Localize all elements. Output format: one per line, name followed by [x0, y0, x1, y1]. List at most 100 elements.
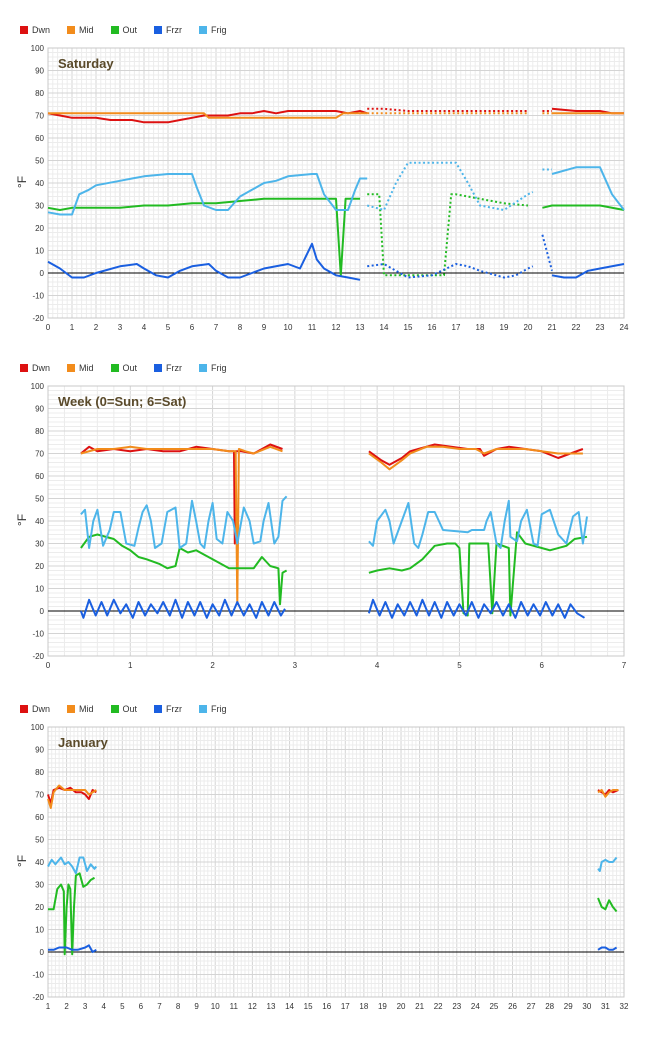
legend-item-mid[interactable]: Mid [67, 25, 94, 35]
series-line-frzr [551, 263, 625, 279]
legend-label-frig: Frig [211, 704, 227, 714]
legend-item-dwn[interactable]: Dwn [20, 704, 50, 714]
legend-swatch-frig [199, 705, 208, 713]
y-tick-label: -20 [32, 314, 44, 323]
x-tick-label: 6 [539, 661, 544, 670]
y-tick-label: 30 [35, 202, 44, 211]
legend-item-frig[interactable]: Frig [199, 704, 227, 714]
series-line-mid [368, 445, 583, 471]
legend-item-frig[interactable]: Frig [199, 25, 227, 35]
x-tick-label: 19 [500, 323, 509, 332]
series-out [80, 531, 588, 617]
series-frzr [47, 234, 625, 281]
legend-label-mid: Mid [79, 363, 94, 373]
y-axis-label: °F [15, 175, 29, 189]
legend-label-frzr: Frzr [166, 25, 183, 35]
legend-label-out: Out [122, 25, 138, 35]
x-tick-label: 22 [434, 1002, 443, 1011]
legend-swatch-mid [67, 364, 76, 372]
y-tick-label: 10 [35, 926, 44, 935]
x-tick-label: 27 [527, 1002, 536, 1011]
x-tick-label: 15 [304, 1002, 313, 1011]
legend: Dwn Mid Out Frzr Frig [20, 23, 244, 37]
y-tick-label: -20 [32, 993, 44, 1002]
series-line-frzr [48, 944, 97, 953]
legend-item-frzr[interactable]: Frzr [154, 363, 182, 373]
january-chart-panel: Dwn Mid Out Frzr Frig -20 -10 0 10 20 30 40 50 6… [0, 679, 654, 1019]
legend-label-mid: Mid [79, 25, 94, 35]
y-tick-label: 10 [35, 585, 44, 594]
x-tick-label: 11 [230, 1002, 239, 1011]
y-tick-label: 80 [35, 427, 44, 436]
legend-item-dwn[interactable]: Dwn [20, 25, 50, 35]
plot-frame [47, 385, 625, 657]
y-tick-label: 80 [35, 89, 44, 98]
legend-item-mid[interactable]: Mid [67, 363, 94, 373]
series-frig [80, 495, 588, 549]
y-axis-label: °F [15, 854, 29, 868]
series-line-frzr [541, 234, 553, 272]
legend-item-frzr[interactable]: Frzr [154, 704, 182, 714]
series-line-out [368, 531, 588, 617]
y-tick-label: 50 [35, 495, 44, 504]
x-tick-label: 9 [262, 323, 267, 332]
legend-swatch-frzr [154, 705, 163, 713]
x-tick-label: 20 [397, 1002, 406, 1011]
legend-label-frzr: Frzr [166, 363, 183, 373]
x-tick-label: 14 [380, 323, 389, 332]
x-tick-label: 17 [452, 323, 461, 332]
y-tick-label: 100 [31, 44, 45, 53]
series-line-frig [47, 856, 98, 875]
series-line-frzr [367, 263, 534, 279]
series-line-dwn [597, 789, 619, 796]
series-mid [80, 445, 583, 606]
x-tick-label: 16 [428, 323, 437, 332]
x-tick-label: 26 [508, 1002, 517, 1011]
y-tick-label: 10 [35, 247, 44, 256]
x-tick-label: 20 [524, 323, 533, 332]
y-tick-label: 30 [35, 540, 44, 549]
x-tick-label: 6 [139, 1002, 144, 1011]
series-line-out [597, 897, 618, 913]
legend-swatch-frzr [154, 364, 163, 372]
y-tick-label: 80 [35, 768, 44, 777]
y-tick-label: 90 [35, 405, 44, 414]
y-tick-label: 20 [35, 903, 44, 912]
series-line-frzr [47, 242, 361, 281]
legend-item-mid[interactable]: Mid [67, 704, 94, 714]
y-tick-label: 100 [31, 382, 45, 391]
y-tick-label: -10 [32, 292, 44, 301]
x-tick-label: 0 [46, 661, 51, 670]
legend-item-frzr[interactable]: Frzr [154, 25, 182, 35]
y-tick-label: 90 [35, 67, 44, 76]
legend-swatch-frig [199, 364, 208, 372]
x-tick-label: 7 [157, 1002, 162, 1011]
legend-swatch-out [110, 705, 119, 713]
series-mid [47, 784, 619, 809]
x-tick-label: 5 [166, 323, 171, 332]
x-tick-label: 1 [46, 1002, 51, 1011]
y-tick-label: 70 [35, 112, 44, 121]
series-line-out [367, 193, 529, 277]
series-line-dwn [47, 110, 368, 124]
x-tick-label: 12 [332, 323, 341, 332]
grid [47, 726, 625, 998]
series-line-frzr [597, 946, 618, 951]
legend-item-out[interactable]: Out [110, 363, 137, 373]
series-line-mid [597, 789, 619, 798]
x-tick-label: 3 [83, 1002, 88, 1011]
legend-item-dwn[interactable]: Dwn [20, 363, 50, 373]
plot-frame [47, 47, 625, 319]
legend-item-out[interactable]: Out [110, 25, 138, 35]
legend-swatch-dwn [20, 364, 28, 372]
x-tick-label: 29 [564, 1002, 573, 1011]
x-tick-label: 5 [457, 661, 462, 670]
x-tick-label: 19 [378, 1002, 387, 1011]
legend-item-out[interactable]: Out [110, 704, 137, 714]
x-tick-label: 11 [308, 323, 317, 332]
saturday-chart-panel: Dwn Mid Out Frzr Frig -20 -10 0 10 20 30 40 50 6… [0, 0, 654, 340]
x-tick-label: 3 [118, 323, 123, 332]
series-line-frig [597, 856, 618, 872]
series-mid [48, 112, 624, 119]
legend-item-frig[interactable]: Frig [199, 363, 227, 373]
